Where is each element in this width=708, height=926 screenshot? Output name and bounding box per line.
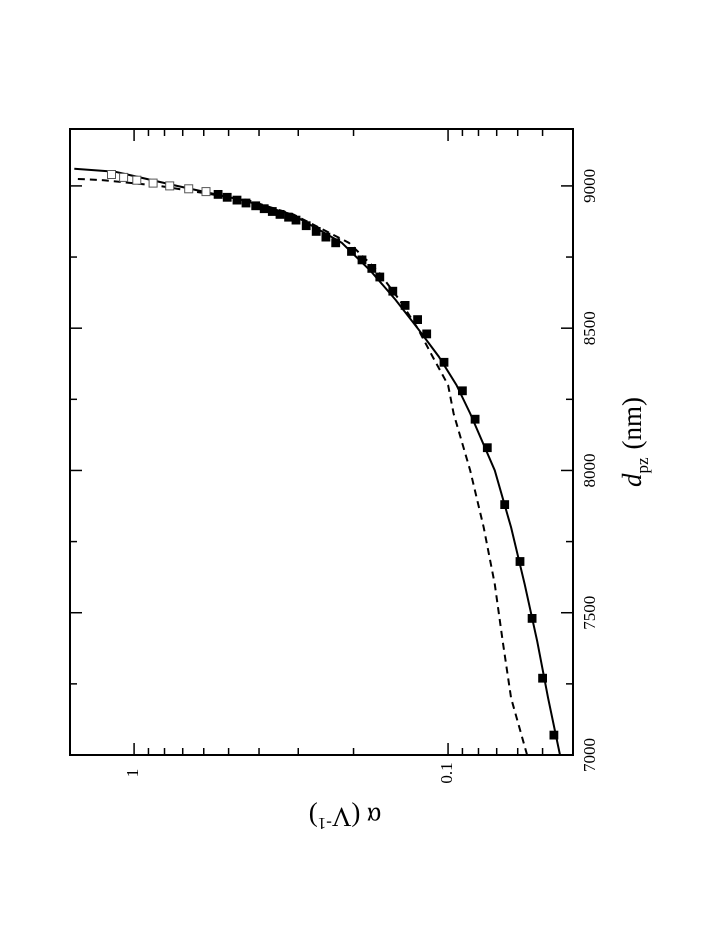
open-square-point <box>148 178 158 188</box>
filled-square-point <box>347 246 356 256</box>
filled-square-point <box>222 192 232 202</box>
open-square-point <box>132 175 142 185</box>
x-tick-label: 8500 <box>580 311 599 345</box>
x-tick-label: 9000 <box>580 169 599 203</box>
x-tick-label: 7500 <box>580 596 599 630</box>
filled-square-point <box>331 238 341 248</box>
filled-square-point <box>311 226 321 236</box>
filled-square-point <box>500 500 510 510</box>
open-square-point <box>107 170 116 179</box>
filled-square-point <box>375 272 385 282</box>
x-tick-label: 8000 <box>580 454 599 488</box>
filled-square-point <box>549 730 559 740</box>
solid-fit-curve <box>74 167 561 756</box>
filled-square-point <box>251 201 261 211</box>
filled-square-point <box>241 198 251 208</box>
x-tick-label: 7000 <box>580 738 599 772</box>
filled-square-point <box>527 614 537 623</box>
filled-square-point <box>400 300 410 310</box>
filled-square-point <box>422 329 432 339</box>
filled-square-point <box>267 207 277 216</box>
filled-square-point <box>213 189 223 199</box>
points-layer <box>107 170 559 740</box>
filled-square-point <box>457 386 467 396</box>
filled-square-point <box>439 357 449 367</box>
filled-square-point <box>515 557 525 566</box>
filled-square-point <box>367 263 377 273</box>
filled-square-point <box>275 209 285 219</box>
filled-square-point <box>413 315 423 325</box>
filled-square-point <box>321 232 331 242</box>
y-tick-label: 1 <box>123 769 142 778</box>
x-axis-label: dpz(nm) <box>617 397 652 487</box>
open-square-point <box>119 172 129 182</box>
dashed-fit-curve <box>74 177 529 756</box>
filled-square-point <box>301 221 311 231</box>
open-square-point <box>201 187 211 197</box>
filled-square-point <box>388 286 398 296</box>
open-square-point <box>165 181 175 191</box>
filled-square-point <box>232 195 242 205</box>
plot-frame <box>69 128 574 756</box>
filled-square-point <box>291 215 301 225</box>
filled-square-point <box>470 414 480 424</box>
open-square-point <box>184 184 194 194</box>
filled-square-point <box>357 255 367 265</box>
y-tick-label: 0.1 <box>437 762 456 783</box>
filled-square-point <box>284 212 294 222</box>
y-axis-label: α (V-1) <box>309 802 382 833</box>
filled-square-point <box>538 673 547 683</box>
filled-square-point <box>482 443 492 453</box>
filled-square-point <box>259 204 269 214</box>
ticks-layer: 7000 7500 8000 8500 9000 1 0.1 <box>70 129 599 784</box>
curves-layer <box>74 167 561 756</box>
